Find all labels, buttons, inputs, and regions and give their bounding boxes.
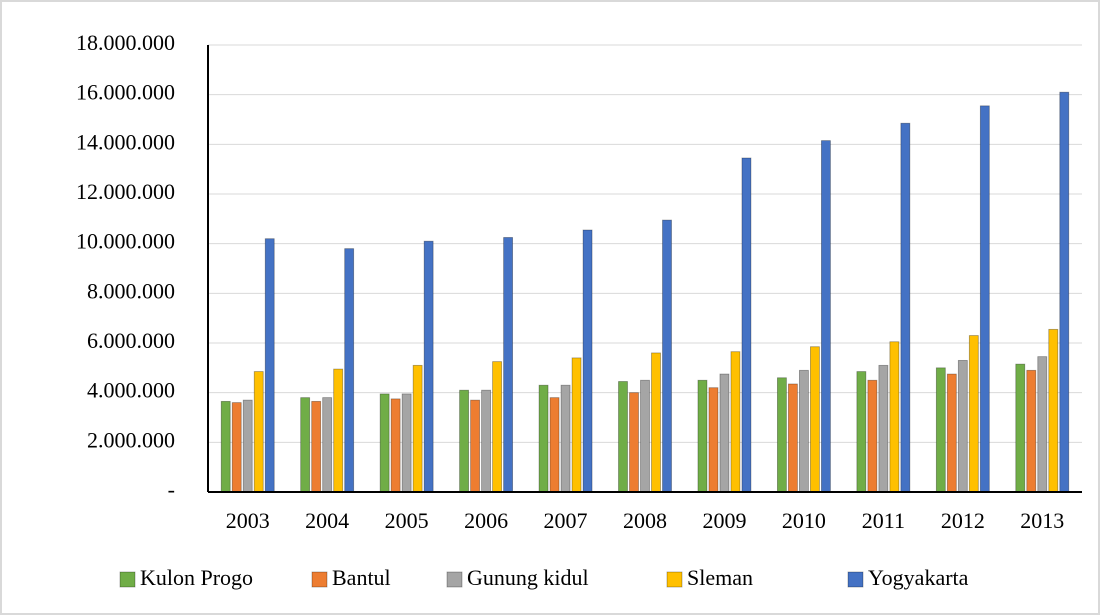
y-tick-label: 12.000.000 <box>76 179 175 204</box>
legend-label: Sleman <box>687 565 753 590</box>
bar <box>549 397 560 493</box>
bar <box>799 369 809 493</box>
x-tick-label: 2010 <box>782 508 826 533</box>
y-tick-label: 4.000.000 <box>87 378 175 403</box>
legend-swatch <box>446 571 463 588</box>
bar <box>300 397 311 493</box>
bar <box>412 364 423 493</box>
bar <box>1037 356 1048 493</box>
bar <box>968 335 979 493</box>
bar <box>777 377 787 493</box>
y-tick-label: 14.000.000 <box>76 129 175 154</box>
y-tick-label: 2.000.000 <box>87 427 175 452</box>
bar <box>788 383 798 493</box>
bar <box>946 373 957 493</box>
legend-label: Gunung kidul <box>467 565 589 590</box>
bar <box>492 361 502 493</box>
x-tick-label: 2004 <box>305 508 349 533</box>
y-tick-label: 6.000.000 <box>87 328 175 353</box>
bar <box>1048 328 1059 493</box>
bar <box>470 399 480 493</box>
x-tick-label: 2006 <box>464 508 508 533</box>
bar <box>662 219 672 493</box>
legend-swatch <box>311 571 328 588</box>
legend-swatch <box>666 571 683 588</box>
bar <box>957 359 968 493</box>
legend-swatch <box>119 571 136 588</box>
bar <box>264 238 275 493</box>
bar <box>708 387 719 493</box>
bar <box>333 368 344 493</box>
bar <box>651 352 661 493</box>
legend-label: Bantul <box>332 565 391 590</box>
x-tick-label: 2003 <box>226 508 270 533</box>
y-tick-label: 16.000.000 <box>76 80 175 105</box>
x-tick-label: 2005 <box>385 508 429 533</box>
bar <box>741 157 752 493</box>
bar <box>253 371 264 493</box>
bar <box>311 400 322 493</box>
bar <box>231 402 242 493</box>
bar <box>481 389 491 493</box>
bar <box>582 229 593 493</box>
bar <box>344 248 355 493</box>
bar <box>220 400 231 493</box>
bar <box>640 379 650 493</box>
bar <box>856 371 867 493</box>
bar <box>401 393 412 493</box>
bar <box>379 393 390 493</box>
bar <box>390 398 401 493</box>
y-tick-label: 10.000.000 <box>76 229 175 254</box>
bar <box>538 384 549 493</box>
bar <box>1059 91 1070 493</box>
bar <box>821 140 831 493</box>
x-tick-label: 2007 <box>544 508 588 533</box>
bar <box>1026 369 1037 493</box>
bar <box>867 379 878 493</box>
y-tick-label: 18.000.000 <box>76 30 175 55</box>
legend-label: Yogyakarta <box>868 565 969 590</box>
bar <box>459 389 469 493</box>
x-tick-label: 2011 <box>862 508 905 533</box>
bar <box>730 351 741 493</box>
bar <box>889 341 900 493</box>
bar <box>322 397 333 493</box>
bar <box>242 399 253 493</box>
bar <box>503 237 513 493</box>
x-tick-label: 2012 <box>941 508 985 533</box>
bar <box>697 379 708 493</box>
x-tick-label: 2013 <box>1020 508 1064 533</box>
y-tick-label: - <box>168 477 175 502</box>
bar <box>719 373 730 493</box>
bar <box>423 240 434 493</box>
x-tick-label: 2008 <box>623 508 667 533</box>
bar <box>810 346 820 493</box>
bar <box>618 381 628 493</box>
bar <box>629 392 639 493</box>
legend-swatch <box>847 571 864 588</box>
x-tick-label: 2009 <box>702 508 746 533</box>
bar <box>1015 363 1026 493</box>
bar <box>935 367 946 493</box>
y-tick-label: 8.000.000 <box>87 278 175 303</box>
bar <box>571 357 582 493</box>
bar <box>878 364 889 493</box>
bar <box>900 122 911 493</box>
bar <box>560 384 571 493</box>
bar <box>979 105 990 493</box>
legend-label: Kulon Progo <box>140 565 253 590</box>
